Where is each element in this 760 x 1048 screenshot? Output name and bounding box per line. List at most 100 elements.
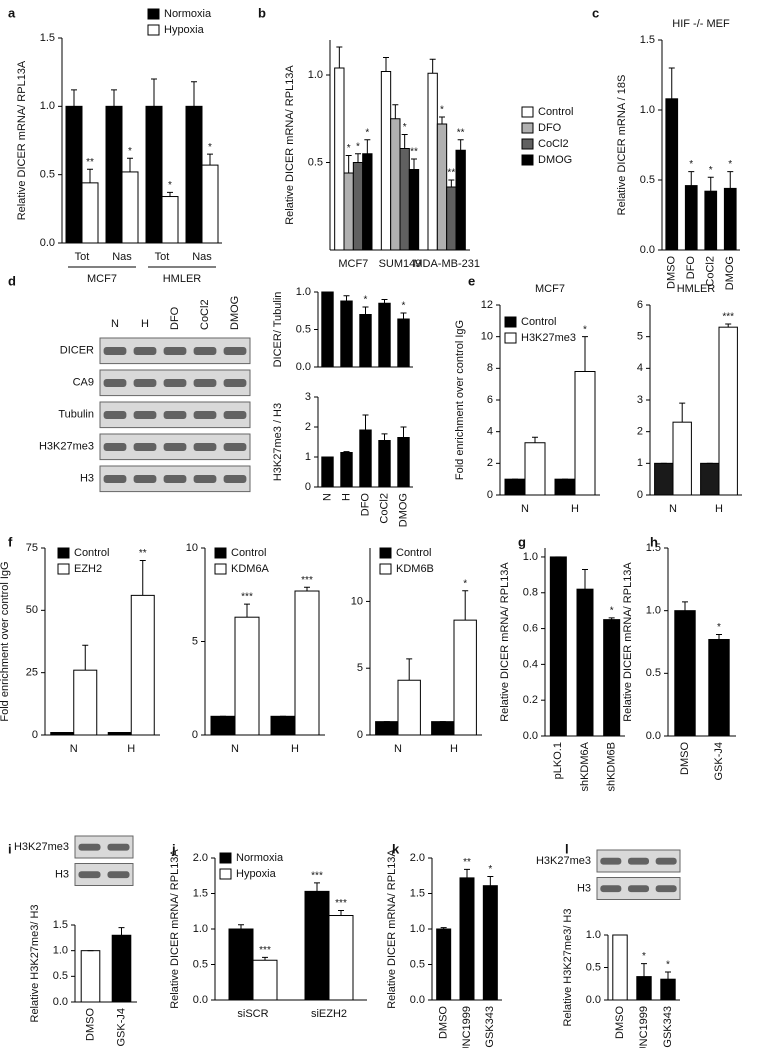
row-label: H3K27me3 xyxy=(536,855,591,867)
error-bar xyxy=(406,658,413,681)
bar xyxy=(380,71,392,251)
x-tick-label: N xyxy=(321,493,333,501)
y-tick-label: 0.5 xyxy=(646,667,661,679)
bar xyxy=(408,169,420,251)
panel-letter: l xyxy=(565,841,569,856)
blot-band xyxy=(103,410,127,419)
row-label: Tubulin xyxy=(58,409,94,421)
lane-label: N xyxy=(111,318,119,330)
error-bar xyxy=(362,414,369,430)
x-tick-label: DMSO xyxy=(84,1008,96,1041)
significance: * xyxy=(440,105,444,116)
significance: * xyxy=(689,159,693,170)
error-bar xyxy=(362,306,369,315)
error-bar xyxy=(336,46,343,68)
x-tick-label: CoCl2 xyxy=(705,256,717,287)
x-tick-label: CoCl2 xyxy=(378,493,390,524)
y-tick-label: 1.0 xyxy=(410,923,425,935)
bar xyxy=(304,890,330,1001)
blot-band xyxy=(103,442,127,451)
error-bar xyxy=(381,433,388,441)
legend-swatch xyxy=(504,316,517,328)
x-tick-label: shKDM6A xyxy=(579,741,591,791)
y-tick-label: 6 xyxy=(487,394,493,406)
error-bar xyxy=(71,89,77,107)
panel-letter: b xyxy=(258,5,266,20)
bar xyxy=(700,462,720,496)
y-tick-label: 0.5 xyxy=(640,174,655,186)
blot-band xyxy=(223,474,247,483)
panel-letter: i xyxy=(8,841,12,856)
bar xyxy=(185,105,203,244)
bar xyxy=(399,148,410,251)
error-bar xyxy=(244,603,250,618)
bar xyxy=(375,721,399,736)
y-tick-label: 1.0 xyxy=(308,69,323,81)
error-bar xyxy=(725,323,732,328)
y-tick-label: 0.0 xyxy=(53,996,68,1008)
x-tick-label: DMSO xyxy=(438,1006,450,1039)
legend-label: Hypoxia xyxy=(164,24,205,36)
error-bar xyxy=(82,644,89,671)
error-bar xyxy=(364,139,371,154)
x-tick-label: DMSO xyxy=(679,742,691,775)
lane-label: DFO xyxy=(169,306,181,330)
y-tick-label: 1.5 xyxy=(53,919,68,931)
bar xyxy=(427,72,438,251)
error-bar xyxy=(338,910,344,916)
blot-band xyxy=(193,442,217,451)
error-bar xyxy=(401,134,408,149)
group-label: MCF7 xyxy=(87,273,117,285)
x-tick-label: DFO xyxy=(359,493,371,517)
x-tick-label: N xyxy=(231,743,239,755)
legend-swatch xyxy=(214,563,227,575)
significance: * xyxy=(364,295,368,306)
bar xyxy=(378,440,391,488)
bar xyxy=(294,590,320,736)
x-tick-label: UNC1999 xyxy=(461,1006,473,1048)
bar xyxy=(708,638,730,737)
bar xyxy=(352,162,364,251)
bar xyxy=(684,185,698,251)
significance: * xyxy=(356,141,360,152)
x-tick-label: DFO xyxy=(685,256,697,280)
y-tick-label: 0 xyxy=(357,729,363,741)
x-tick-label: GSK-J4 xyxy=(713,742,725,781)
error-bar xyxy=(440,927,447,929)
significance: * xyxy=(642,951,646,962)
legend-swatch xyxy=(57,547,70,559)
significance: * xyxy=(709,165,713,176)
significance: * xyxy=(610,605,614,616)
y-tick-label: 0.0 xyxy=(640,244,655,256)
row-label: H3K27me3 xyxy=(14,841,69,853)
bar xyxy=(612,934,628,1001)
lane-label: CoCl2 xyxy=(199,299,211,330)
error-bar xyxy=(238,924,244,929)
legend-swatch xyxy=(521,106,534,118)
legend-label: Hypoxia xyxy=(236,868,277,880)
y-tick-label: 4 xyxy=(487,426,493,438)
bar xyxy=(359,429,372,488)
x-tick-label: GSK-J4 xyxy=(115,1008,127,1047)
panel-letter: k xyxy=(392,841,400,856)
panel-letter: f xyxy=(8,534,13,549)
blot-band xyxy=(103,474,127,483)
y-axis-label: Relative DICER mRNA/ RPL13A xyxy=(499,562,511,722)
y-tick-label: 1.0 xyxy=(53,945,68,957)
error-bar xyxy=(411,158,417,170)
error-bar xyxy=(139,559,146,596)
blot-strip xyxy=(74,863,134,886)
chart-title: MCF7 xyxy=(535,283,565,295)
bar xyxy=(105,105,123,244)
row-label: H3K27me3 xyxy=(39,441,94,453)
y-tick-label: 0.0 xyxy=(586,994,601,1006)
error-bar xyxy=(343,295,350,301)
x-tick-label: N xyxy=(521,503,529,515)
bar xyxy=(524,442,546,496)
blot-band xyxy=(193,474,217,483)
legend-label: Control xyxy=(231,547,266,559)
y-tick-label: 1 xyxy=(637,457,643,469)
legend-label: EZH2 xyxy=(74,563,102,575)
y-tick-label: 1 xyxy=(305,451,311,463)
